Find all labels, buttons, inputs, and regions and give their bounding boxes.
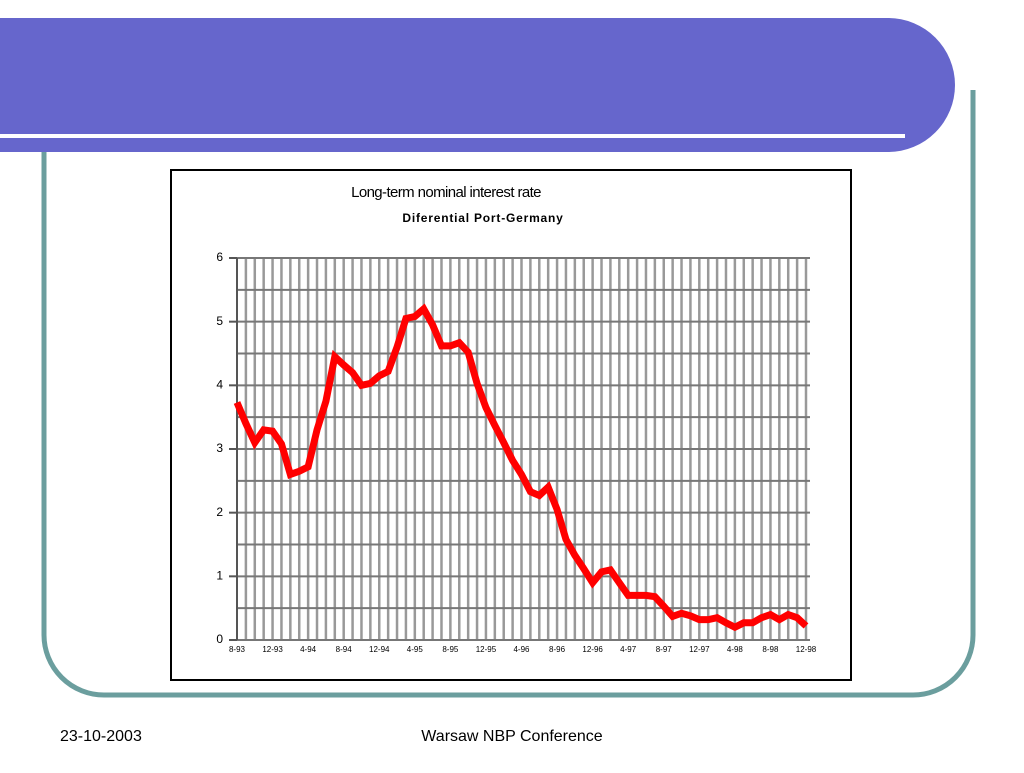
x-tick-label: 12-97 [689,645,710,654]
footer-date: 23-10-2003 [60,728,142,745]
chart-box [170,169,852,681]
y-tick-label: 1 [216,569,223,583]
x-tick-label: 12-94 [369,645,390,654]
x-tick-label: 12-95 [476,645,497,654]
x-tick-label: 12-98 [796,645,817,654]
x-tick-label: 4-95 [407,645,424,654]
x-tick-label: 8-93 [229,645,246,654]
footer-text: Warsaw NBP Conference [421,728,603,745]
chart-title: Long-term nominal interest rate [351,184,541,201]
x-tick-label: 12-96 [582,645,603,654]
data-line [233,303,809,632]
x-tick-label: 8-97 [656,645,673,654]
chart-subtitle: Diferential Port-Germany [402,211,563,225]
y-tick-label: 6 [216,250,223,264]
x-tick-label: 8-98 [762,645,779,654]
slide-frame [41,90,976,698]
x-tick-label: 4-96 [513,645,530,654]
plot: 0 1 2 3 4 5 6 8-93 12-93 4-94 8-94 12-94 4-95 8-95 12-… [216,250,816,654]
header-band [0,18,955,152]
x-tick-label: 12-93 [262,645,283,654]
y-tick-label: 2 [216,505,223,519]
x-tick-label: 4-98 [727,645,744,654]
x-tick-label: 8-96 [549,645,566,654]
x-tick-label: 8-94 [336,645,353,654]
x-tick-label: 4-94 [300,645,317,654]
y-tick-label: 3 [216,441,223,455]
y-tick-label: 4 [216,378,223,392]
x-tick-label: 8-95 [442,645,459,654]
y-tick-label: 0 [216,632,223,646]
x-tick-label: 4-97 [620,645,637,654]
y-tick-label: 5 [216,314,223,328]
